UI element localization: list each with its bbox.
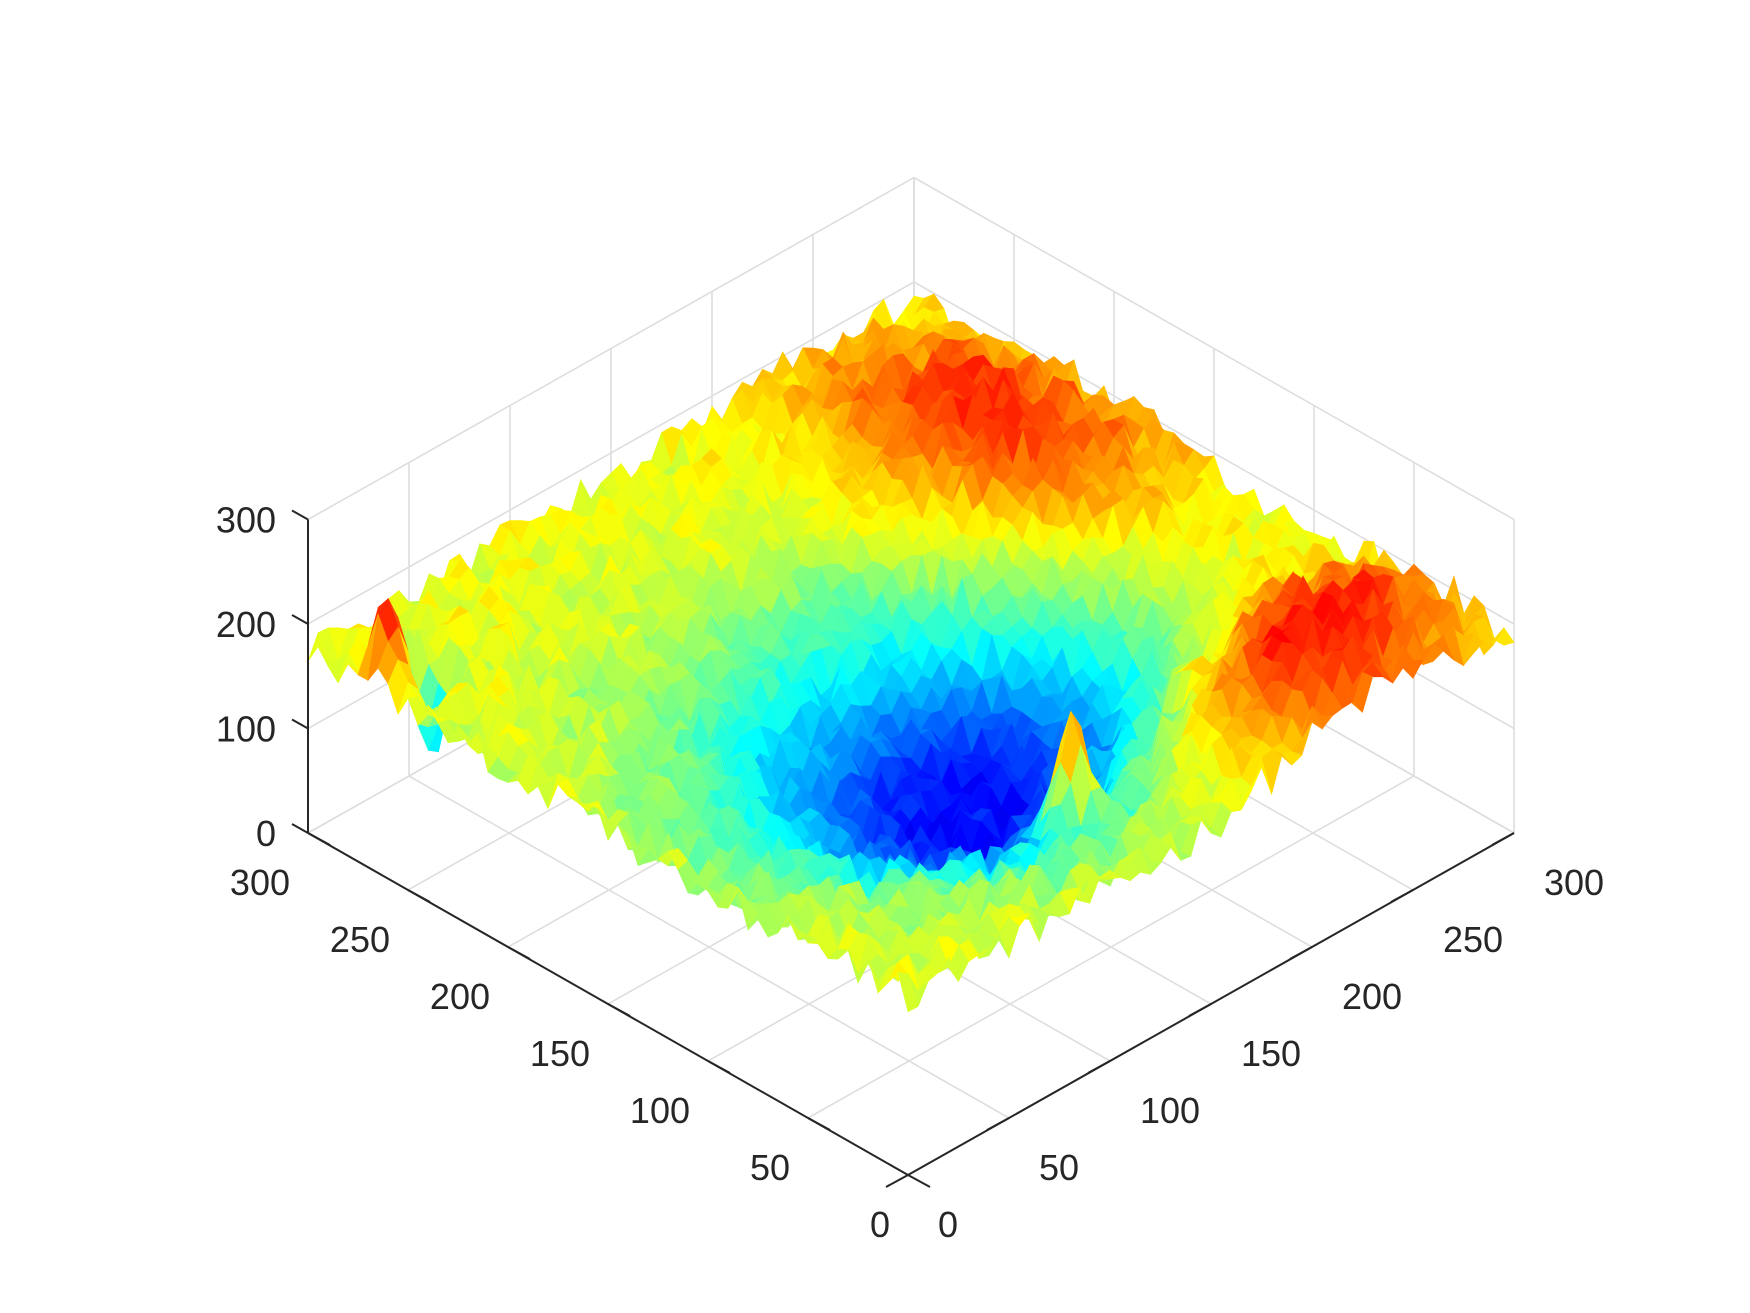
y-axis-tick	[1087, 1060, 1111, 1074]
surface-patch	[897, 972, 919, 1013]
x-axis-tick	[607, 1003, 631, 1017]
x-axis-tick	[407, 889, 431, 903]
x-tick-label: 150	[530, 1033, 590, 1074]
y-axis-tick	[1188, 1003, 1212, 1017]
grid-line-backwall-z	[307, 176, 915, 521]
x-axis-tick	[907, 1174, 931, 1188]
x-tick-label: 50	[750, 1147, 790, 1188]
x-tick-label: 100	[630, 1090, 690, 1131]
y-axis-tick	[1289, 946, 1313, 960]
z-tick-label: 0	[256, 813, 276, 854]
x-tick-label: 200	[430, 976, 490, 1017]
x-tick-label: 250	[330, 919, 390, 960]
y-tick-label: 150	[1241, 1033, 1301, 1074]
x-tick-label: 300	[230, 862, 290, 903]
y-axis-tick	[1491, 832, 1515, 846]
x-axis-tick	[307, 832, 331, 846]
y-axis-tick	[885, 1174, 909, 1188]
z-tick-label: 200	[216, 604, 276, 645]
y-axis-tick	[986, 1117, 1010, 1131]
z-axis-tick	[291, 718, 309, 730]
grid-line-sidewall-z	[913, 176, 1515, 521]
z-tick-label: 300	[216, 500, 276, 541]
y-axis-tick	[1390, 889, 1414, 903]
x-axis-tick	[707, 1060, 731, 1074]
y-tick-label: 250	[1443, 919, 1503, 960]
tick-labels: 0 50 100 150 200 250 300 0 50 100 150 200 250 300 0 100…	[216, 500, 1604, 1246]
surface-mesh	[307, 293, 1515, 1013]
y-tick-label: 100	[1140, 1090, 1200, 1131]
y-tick-label: 50	[1039, 1147, 1079, 1188]
y-tick-label: 200	[1342, 976, 1402, 1017]
grid-line-floor-y	[408, 775, 1010, 1119]
z-axis-tick	[291, 823, 309, 834]
y-tick-label: 0	[938, 1204, 958, 1245]
grid-line-backwall-z	[307, 281, 915, 625]
z-axis-tick	[291, 614, 309, 625]
z-axis-tick	[291, 509, 309, 521]
x-axis-tick	[807, 1117, 831, 1131]
axes	[291, 509, 1515, 1188]
z-tick-label: 100	[216, 709, 276, 750]
y-tick-label: 300	[1544, 862, 1604, 903]
x-tick-label: 0	[870, 1204, 890, 1245]
x-axis-tick	[507, 946, 531, 960]
